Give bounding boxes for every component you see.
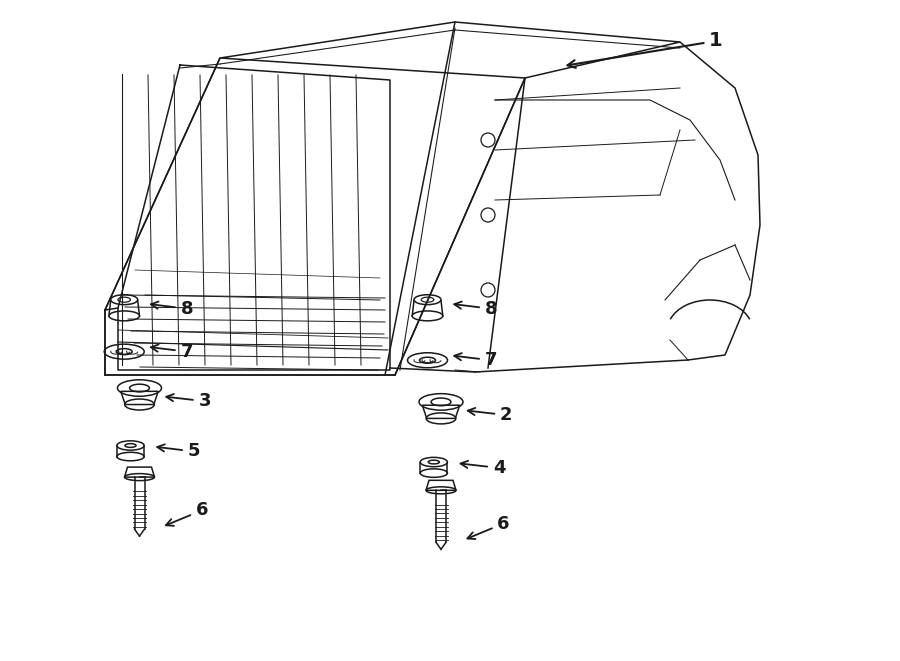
Text: 7: 7	[454, 351, 497, 369]
Text: 6: 6	[166, 501, 208, 526]
Text: 2: 2	[468, 406, 512, 424]
Text: 1: 1	[568, 32, 723, 68]
Text: 6: 6	[467, 514, 509, 539]
Text: 8: 8	[454, 299, 498, 318]
Text: 3: 3	[166, 392, 211, 410]
Text: 4: 4	[461, 459, 505, 477]
Text: 7: 7	[151, 342, 193, 361]
Text: 5: 5	[158, 442, 200, 461]
Text: 8: 8	[151, 299, 194, 318]
